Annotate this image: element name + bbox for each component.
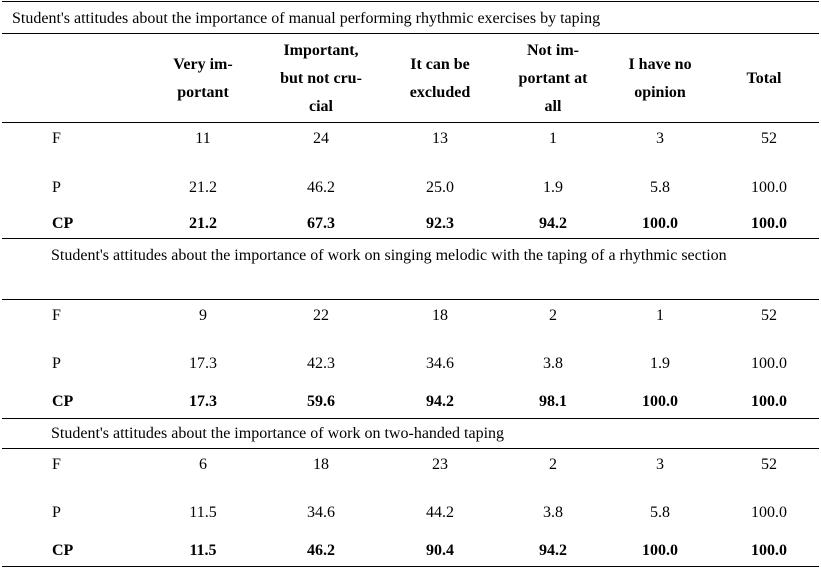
table-cell: 3 <box>656 130 664 147</box>
table-cell: 94.2 <box>539 542 567 559</box>
table-cell: 46.2 <box>307 179 335 196</box>
row-label: F <box>52 456 61 473</box>
column-header-very-important: Very im- portant <box>173 56 233 101</box>
section-title: Student's attitudes about the importance… <box>51 425 505 442</box>
table-cell: 6 <box>199 456 207 473</box>
table-cell: 21.2 <box>189 215 217 232</box>
table-top-rule <box>2 1 819 2</box>
table-cell: 3.8 <box>543 355 563 372</box>
table-cell: 2 <box>549 307 557 324</box>
table-cell: 42.3 <box>307 355 335 372</box>
table-cell: 2 <box>549 456 557 473</box>
row-label: P <box>52 179 61 196</box>
table-cell: 98.1 <box>539 393 567 410</box>
table-cell: 90.4 <box>426 542 454 559</box>
table-cell: 100.0 <box>751 504 787 521</box>
table-cell: 94.2 <box>539 215 567 232</box>
table-cell: 3 <box>656 456 664 473</box>
table-cell: 94.2 <box>426 393 454 410</box>
table-cell: 17.3 <box>189 355 217 372</box>
table-cell: 3.8 <box>543 504 563 521</box>
table-cell: 52 <box>761 130 777 147</box>
table-cell: 1 <box>549 130 557 147</box>
row-label: F <box>52 307 61 324</box>
table-cell: 23 <box>432 456 448 473</box>
section-title-rule <box>2 33 819 34</box>
table-cell: 100.0 <box>751 542 787 559</box>
table-cell: 21.2 <box>189 179 217 196</box>
table-cell: 11 <box>195 130 211 147</box>
table-cell: 52 <box>761 307 777 324</box>
table-cell: 44.2 <box>426 504 454 521</box>
section-title: Student's attitudes about the importance… <box>51 247 727 264</box>
row-label: CP <box>52 393 74 410</box>
table-cell: 17.3 <box>189 393 217 410</box>
table-cell: 11.5 <box>189 542 217 559</box>
table-cell: 34.6 <box>426 355 454 372</box>
column-header-total: Total <box>746 70 782 87</box>
section-title: Student's attitudes about the importance… <box>12 10 601 27</box>
row-label: P <box>52 504 61 521</box>
table-cell: 59.6 <box>307 393 335 410</box>
table-cell: 9 <box>199 307 207 324</box>
table-cell: 34.6 <box>307 504 335 521</box>
column-header-no-opinion: I have no opinion <box>628 56 692 101</box>
table-cell: 100.0 <box>751 179 787 196</box>
table-cell: 52 <box>761 456 777 473</box>
table-cell: 25.0 <box>426 179 454 196</box>
table-cell: 1.9 <box>543 179 563 196</box>
column-header-important-not-crucial: Important, but not cru- cial <box>280 42 362 115</box>
header-bottom-rule <box>2 122 819 123</box>
row-label: CP <box>52 542 74 559</box>
column-header-can-be-excluded: It can be excluded <box>409 56 471 101</box>
table-cell: 100.0 <box>751 355 787 372</box>
table-cell: 18 <box>432 307 448 324</box>
row-label: F <box>52 130 61 147</box>
table-cell: 100.0 <box>751 393 787 410</box>
table-cell: 100.0 <box>642 215 678 232</box>
section-divider-rule <box>2 418 819 419</box>
row-label: P <box>52 355 61 372</box>
table-cell: 24 <box>313 130 329 147</box>
table-cell: 5.8 <box>650 504 670 521</box>
table-cell: 1 <box>656 307 664 324</box>
table-cell: 13 <box>432 130 448 147</box>
section-title-rule <box>2 299 819 300</box>
section-title-rule <box>2 448 819 449</box>
table-cell: 18 <box>313 456 329 473</box>
table-cell: 22 <box>313 307 329 324</box>
table-cell: 1.9 <box>650 355 670 372</box>
table-bottom-rule <box>2 566 819 567</box>
table-cell: 92.3 <box>426 215 454 232</box>
table-cell: 100.0 <box>642 542 678 559</box>
table-cell: 46.2 <box>307 542 335 559</box>
table-cell: 11.5 <box>189 504 217 521</box>
table-cell: 5.8 <box>650 179 670 196</box>
table-cell: 100.0 <box>642 393 678 410</box>
table-cell: 67.3 <box>307 215 335 232</box>
section-divider-rule <box>2 238 819 239</box>
column-header-not-important: Not im- portant at all <box>518 42 588 115</box>
row-label: CP <box>52 215 74 232</box>
table-cell: 100.0 <box>751 215 787 232</box>
